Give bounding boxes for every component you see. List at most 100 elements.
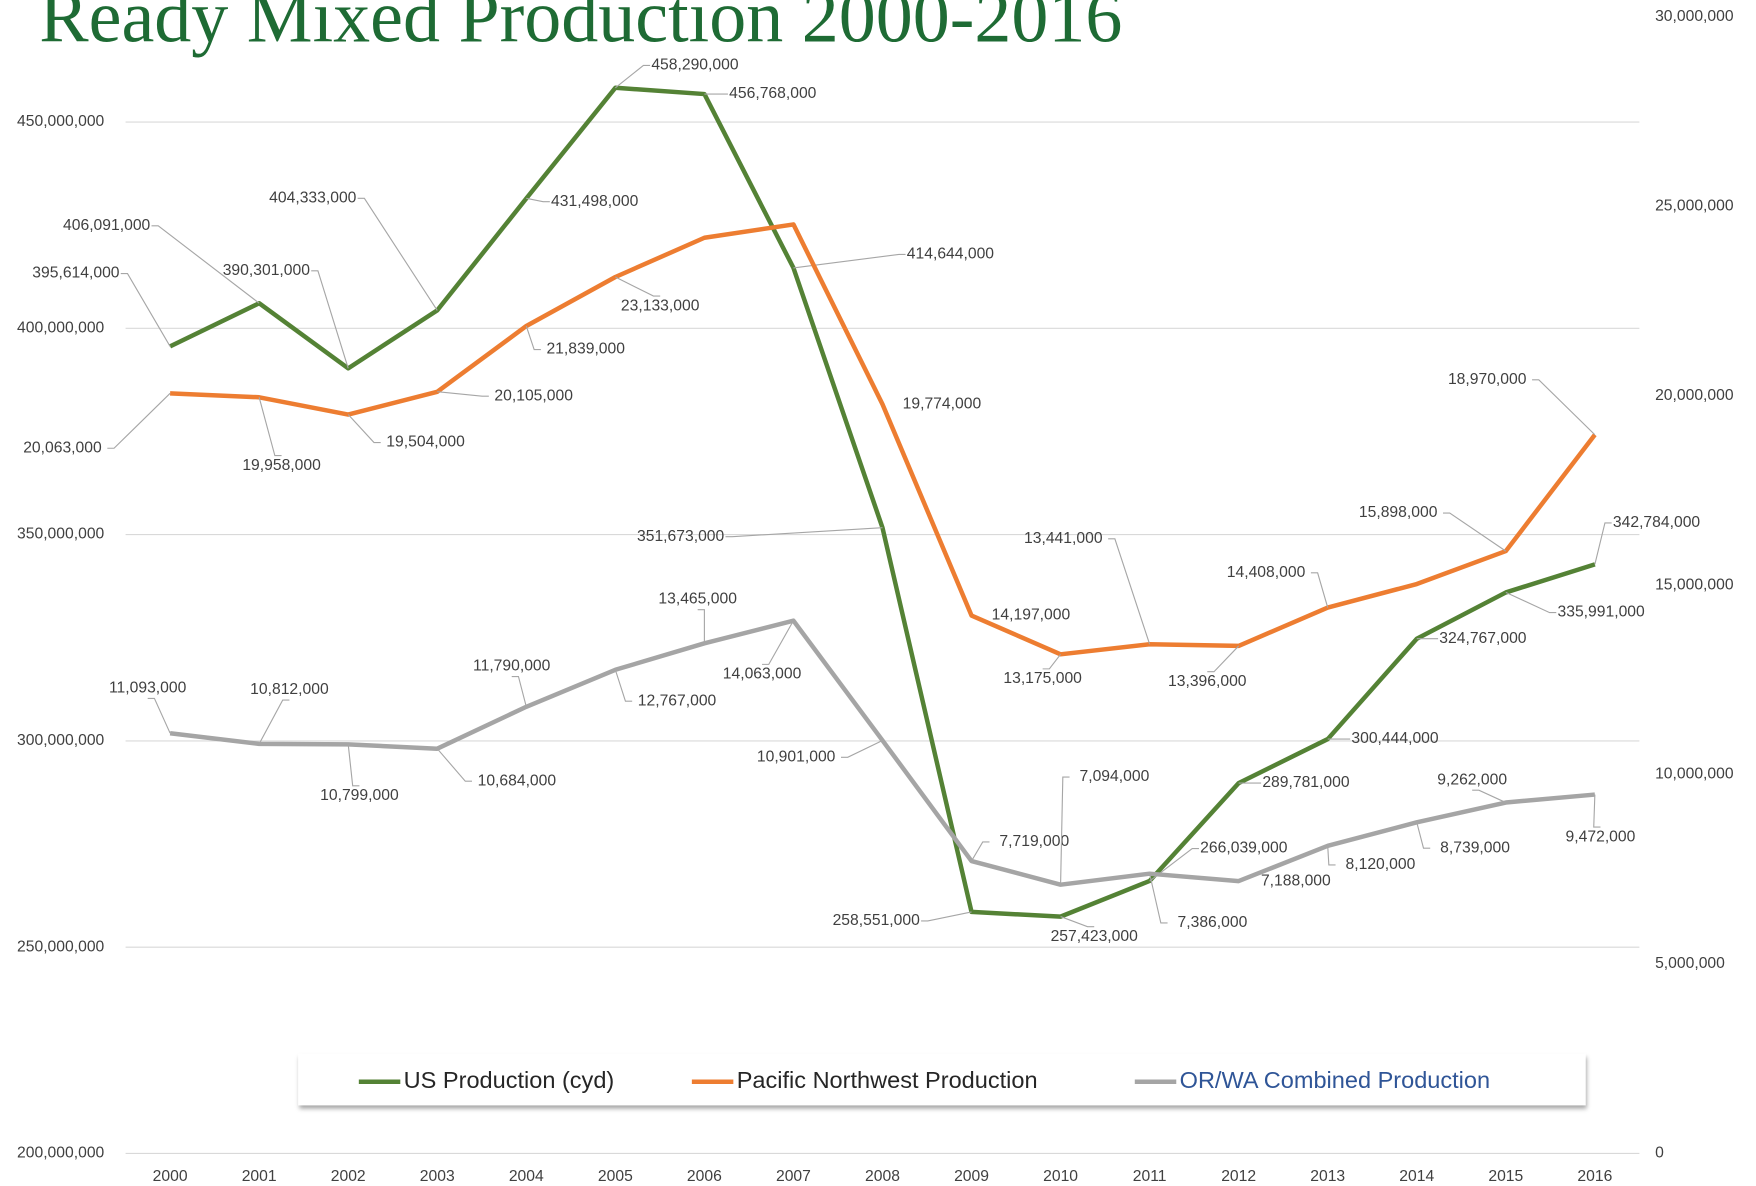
data-label: 11,093,000 bbox=[109, 679, 187, 696]
leader-line bbox=[1594, 522, 1612, 565]
data-label: 404,333,000 bbox=[269, 189, 357, 206]
x-tick-label: 2013 bbox=[1310, 1168, 1345, 1185]
y2-tick-label: 5,000,000 bbox=[1655, 955, 1725, 972]
x-tick-label: 2014 bbox=[1399, 1168, 1434, 1185]
leader-line bbox=[436, 748, 473, 782]
leader-line bbox=[311, 270, 349, 369]
leader-line bbox=[526, 197, 550, 203]
legend-label: US Production (cyd) bbox=[404, 1067, 615, 1093]
y-tick-label: 300,000,000 bbox=[17, 732, 105, 749]
y2-tick-label: 15,000,000 bbox=[1655, 576, 1734, 593]
data-label: 431,498,000 bbox=[551, 193, 639, 210]
x-tick-label: 2003 bbox=[420, 1168, 455, 1185]
leader-line bbox=[347, 414, 381, 444]
data-label: 414,644,000 bbox=[907, 246, 995, 263]
data-label: 14,197,000 bbox=[992, 607, 1071, 624]
x-tick-label: 2009 bbox=[954, 1168, 989, 1185]
data-label: 20,063,000 bbox=[23, 439, 102, 456]
x-tick-label: 2001 bbox=[242, 1168, 277, 1185]
data-label: 390,301,000 bbox=[223, 262, 311, 279]
leader-line bbox=[357, 197, 438, 311]
data-label: 19,774,000 bbox=[903, 395, 982, 412]
data-label: 12,767,000 bbox=[638, 692, 717, 709]
leader-line bbox=[1149, 847, 1199, 882]
data-label: 289,781,000 bbox=[1262, 774, 1350, 791]
data-label: 19,958,000 bbox=[242, 457, 321, 474]
leader-line bbox=[1108, 538, 1151, 645]
leader-line bbox=[147, 697, 171, 734]
leader-line bbox=[1443, 512, 1507, 552]
data-label: 9,472,000 bbox=[1566, 828, 1636, 845]
y-tick-label: 350,000,000 bbox=[17, 526, 105, 543]
leader-line bbox=[347, 744, 360, 787]
x-tick-label: 2004 bbox=[509, 1168, 544, 1185]
data-label: 342,784,000 bbox=[1613, 514, 1701, 531]
x-tick-label: 2010 bbox=[1043, 1168, 1078, 1185]
series-line bbox=[170, 222, 1597, 657]
data-label: 7,719,000 bbox=[999, 833, 1069, 850]
leader-line bbox=[1060, 776, 1070, 885]
x-tick-label: 2011 bbox=[1133, 1168, 1167, 1185]
leader-line bbox=[258, 397, 282, 457]
legend-box bbox=[298, 1053, 1586, 1106]
y-tick-label: 250,000,000 bbox=[17, 938, 105, 955]
data-label: 21,839,000 bbox=[546, 341, 625, 358]
y2-tick-label: 30,000,000 bbox=[1655, 8, 1734, 25]
y2-tick-label: 0 bbox=[1655, 1145, 1664, 1162]
data-label: 11,790,000 bbox=[473, 658, 551, 675]
data-label: 10,799,000 bbox=[320, 787, 399, 804]
x-tick-label: 2008 bbox=[865, 1168, 900, 1185]
legend-label: OR/WA Combined Production bbox=[1180, 1067, 1490, 1093]
leader-line bbox=[107, 392, 171, 449]
leader-line bbox=[437, 391, 489, 397]
x-tick-label: 2006 bbox=[687, 1168, 722, 1185]
leader-line bbox=[525, 325, 541, 351]
data-label: 7,188,000 bbox=[1261, 872, 1331, 889]
data-label: 14,408,000 bbox=[1227, 564, 1306, 581]
leader-line bbox=[1532, 379, 1596, 436]
leader-line bbox=[615, 276, 661, 297]
x-tick-label: 2000 bbox=[153, 1168, 188, 1185]
x-tick-label: 2015 bbox=[1488, 1168, 1523, 1185]
data-label: 19,504,000 bbox=[386, 434, 465, 451]
leader-line bbox=[1149, 873, 1168, 924]
y-tick-label: 450,000,000 bbox=[17, 113, 105, 130]
data-label: 8,739,000 bbox=[1440, 839, 1510, 856]
data-label: 458,290,000 bbox=[651, 57, 739, 74]
data-label: 266,039,000 bbox=[1200, 840, 1288, 857]
leader-line bbox=[921, 911, 972, 922]
data-label: 13,175,000 bbox=[1003, 670, 1082, 687]
data-label: 351,673,000 bbox=[637, 528, 725, 545]
legend-label: Pacific Northwest Production bbox=[737, 1067, 1038, 1093]
leader-line bbox=[1472, 789, 1507, 804]
chart-title: Ready Mixed Production 2000-2016 bbox=[39, 0, 1122, 58]
leader-line bbox=[511, 675, 527, 707]
y-tick-label: 200,000,000 bbox=[17, 1145, 105, 1162]
leader-line bbox=[725, 527, 883, 538]
leader-line bbox=[1593, 794, 1601, 828]
data-label: 395,614,000 bbox=[32, 265, 120, 282]
x-tick-label: 2012 bbox=[1221, 1168, 1256, 1185]
leader-line bbox=[1310, 572, 1329, 608]
leader-line bbox=[793, 253, 906, 269]
leader-line bbox=[1416, 822, 1431, 849]
leader-line bbox=[120, 272, 171, 347]
series-line bbox=[169, 618, 1596, 887]
data-label: 10,812,000 bbox=[250, 681, 329, 698]
data-label: 13,441,000 bbox=[1024, 530, 1103, 547]
x-tick-label: 2016 bbox=[1577, 1168, 1612, 1185]
data-label: 10,901,000 bbox=[757, 748, 836, 765]
leader-line bbox=[697, 609, 705, 644]
leader-line bbox=[762, 620, 794, 665]
data-label: 335,991,000 bbox=[1557, 604, 1645, 621]
data-label: 300,444,000 bbox=[1351, 730, 1439, 747]
leader-line bbox=[840, 739, 883, 758]
x-tick-label: 2002 bbox=[331, 1168, 366, 1185]
data-label: 406,091,000 bbox=[63, 217, 151, 234]
data-label: 23,133,000 bbox=[621, 297, 700, 314]
y-tick-label: 400,000,000 bbox=[17, 319, 105, 336]
leader-line bbox=[1505, 591, 1557, 614]
data-label: 13,465,000 bbox=[658, 591, 737, 608]
data-label: 15,898,000 bbox=[1359, 504, 1438, 521]
